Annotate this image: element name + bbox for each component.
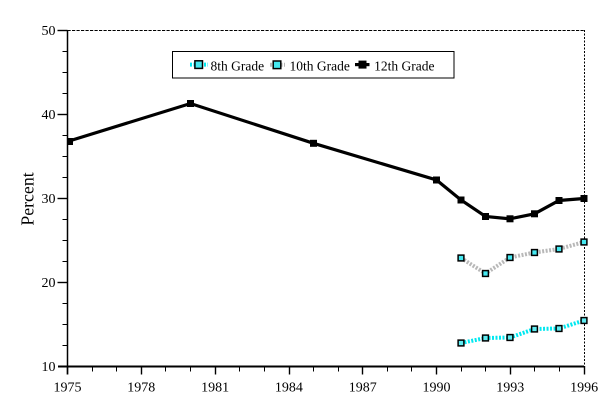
- svg-text:10th Grade: 10th Grade: [290, 58, 350, 73]
- svg-text:Percent: Percent: [18, 172, 38, 225]
- svg-text:8th Grade: 8th Grade: [211, 58, 265, 73]
- svg-text:1987: 1987: [349, 380, 377, 395]
- svg-text:1981: 1981: [201, 380, 229, 395]
- svg-text:40: 40: [42, 108, 56, 123]
- svg-text:1984: 1984: [275, 380, 303, 395]
- svg-text:50: 50: [42, 24, 56, 39]
- svg-text:1993: 1993: [496, 380, 524, 395]
- svg-text:10: 10: [42, 360, 56, 375]
- svg-text:20: 20: [42, 276, 56, 291]
- svg-text:1975: 1975: [54, 380, 82, 395]
- svg-text:1978: 1978: [127, 380, 155, 395]
- svg-text:12th Grade: 12th Grade: [374, 58, 434, 73]
- svg-text:30: 30: [42, 192, 56, 207]
- svg-text:1990: 1990: [423, 380, 451, 395]
- svg-text:1996: 1996: [570, 380, 598, 395]
